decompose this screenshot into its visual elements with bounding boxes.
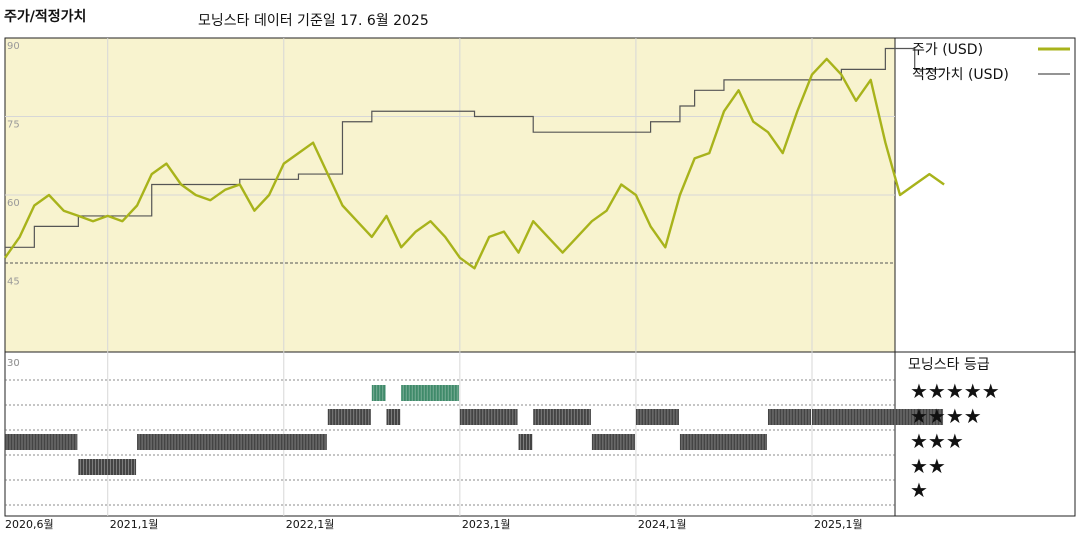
rating-bar xyxy=(591,434,635,450)
rating-bar xyxy=(635,409,679,425)
rating-stars-label: ★★ xyxy=(910,454,946,478)
rating-stars-label: ★★★ xyxy=(910,429,964,453)
rating-title: 모닝스타 등급 xyxy=(908,357,990,373)
fair-value-line xyxy=(5,47,945,248)
chart-frame xyxy=(4,37,1076,517)
rating-stars-label: ★ xyxy=(910,478,928,502)
x-tick-label: 2024,1월 xyxy=(638,518,687,531)
x-tick-label: 2025,1월 xyxy=(814,518,863,531)
rating-bar xyxy=(518,434,533,450)
y-tick-label: 60 xyxy=(7,198,20,209)
x-tick-label: 2020,6월 xyxy=(5,518,54,531)
x-tick-label: 2021,1월 xyxy=(110,518,159,531)
rating-bar xyxy=(371,385,386,401)
y-tick-label: 90 xyxy=(7,41,20,52)
legend-fair-value-label: 적정가치 (USD) xyxy=(912,67,1009,83)
x-tick-label: 2023,1월 xyxy=(462,518,511,531)
rating-bar xyxy=(386,409,401,425)
rating-bar xyxy=(767,409,811,425)
chart-title: 주가/적정가치 xyxy=(4,9,87,25)
data-date: 모닝스타 데이터 기준일 17. 6월 2025 xyxy=(198,13,429,29)
y-tick-label: 75 xyxy=(7,120,20,131)
rating-stars-label: ★★★★★ xyxy=(910,379,1000,403)
rating-stars-label: ★★★★ xyxy=(910,404,982,428)
price-line xyxy=(4,57,945,270)
y-tick-label: 45 xyxy=(7,277,20,288)
x-tick-label: 2022,1월 xyxy=(286,518,335,531)
rating-axis-label: 30 xyxy=(7,358,20,369)
y-tick-label: 30 xyxy=(7,358,20,369)
rating-bar xyxy=(327,409,371,425)
rating-bar xyxy=(5,434,78,450)
legend-price-label: 주가 (USD) xyxy=(912,42,983,58)
